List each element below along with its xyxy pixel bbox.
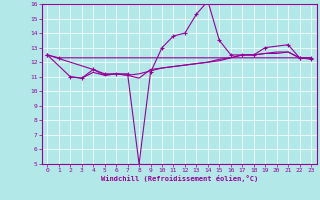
- X-axis label: Windchill (Refroidissement éolien,°C): Windchill (Refroidissement éolien,°C): [100, 175, 258, 182]
